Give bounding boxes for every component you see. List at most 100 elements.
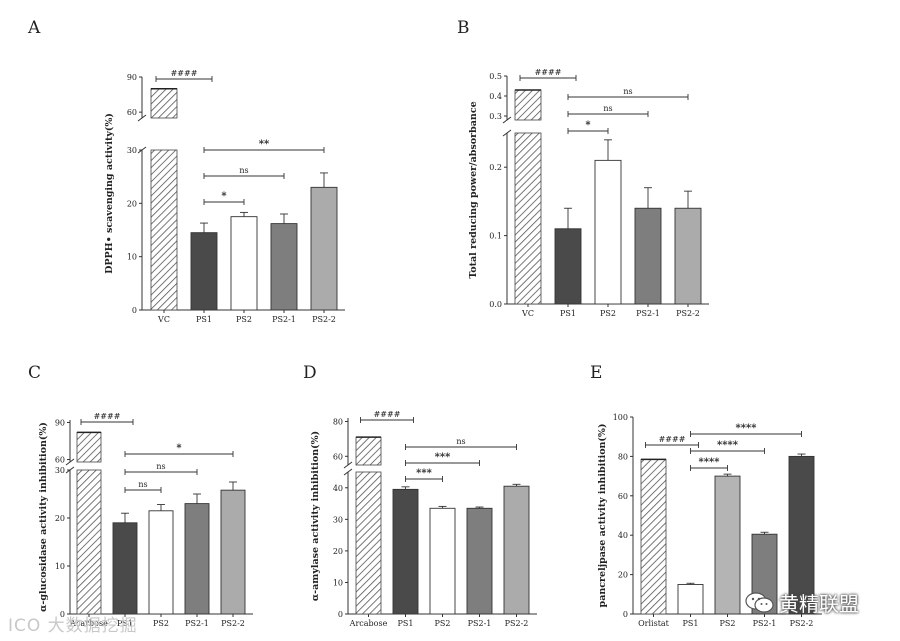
watermark-left: ICO 大数据挖掘 xyxy=(8,616,138,636)
bar-d-ps2 xyxy=(429,507,456,615)
significance-label-a: ** xyxy=(259,139,270,150)
y-tick-label-a: 30 xyxy=(127,146,137,155)
x-tick-label-c: PS2-2 xyxy=(221,619,245,628)
y-tick-label-b: 0.5 xyxy=(489,72,502,81)
axis-break-mark-a xyxy=(137,114,147,122)
y-tick-label-c: 10 xyxy=(55,562,65,571)
significance-label-d: *** xyxy=(435,452,451,463)
y-tick-label-d: 0 xyxy=(338,610,343,619)
y-tick-label-d: 80 xyxy=(333,417,343,426)
y-axis-label-d: α-amylase activity inhibition(%) xyxy=(310,431,321,601)
x-tick-label-e: PS2-1 xyxy=(753,619,777,628)
axis-break-mark-b xyxy=(502,116,512,124)
significance-label-d: *** xyxy=(416,468,432,479)
bar-c-ps2-1 xyxy=(184,503,210,615)
watermark-right-text: 黄精联盟 xyxy=(779,592,859,616)
y-tick-label-b: 0.1 xyxy=(489,232,502,241)
bar-e-ps1 xyxy=(677,584,704,615)
y-axis-label-b: Total reducing power/absorbance xyxy=(468,101,479,278)
x-tick-label-e: PS2 xyxy=(720,619,736,628)
bar-b-ps1 xyxy=(554,228,582,305)
panel-letter-a: A xyxy=(27,18,41,38)
significance-label-e: #### xyxy=(659,435,686,444)
y-tick-label-c: 0 xyxy=(60,610,65,619)
significance-label-b: ns xyxy=(603,104,612,113)
bar-d-ps1 xyxy=(392,488,419,615)
bar-b-ps2-2 xyxy=(674,207,702,305)
x-tick-label-c: PS1 xyxy=(117,619,133,628)
control-bar-lower-a xyxy=(150,149,178,311)
significance-label-a: * xyxy=(221,191,227,202)
bar-b-ps2-1 xyxy=(634,207,662,305)
y-tick-label-a: 90 xyxy=(127,73,137,82)
x-tick-label-a: PS2-2 xyxy=(312,315,336,324)
y-tick-label-e: 100 xyxy=(613,413,628,422)
control-bar-upper-a xyxy=(150,88,178,119)
x-tick-label-e: Orlistat xyxy=(638,619,670,628)
x-tick-label-c: PS2-1 xyxy=(185,619,209,628)
control-bar-upper-d xyxy=(355,436,382,466)
y-tick-label-d: 60 xyxy=(333,452,343,461)
control-bar-upper-c xyxy=(76,431,102,463)
significance-label-c: #### xyxy=(94,412,121,421)
y-tick-label-b: 0.4 xyxy=(489,92,502,101)
x-tick-label-e: PS2-2 xyxy=(790,619,814,628)
y-tick-label-e: 60 xyxy=(618,492,628,501)
y-tick-label-c: 30 xyxy=(55,466,65,475)
bar-a-ps1 xyxy=(190,232,218,311)
x-tick-label-b: PS2-1 xyxy=(636,309,660,318)
axis-break-mark-d xyxy=(343,461,353,469)
bar-c-ps2-2 xyxy=(220,489,246,615)
y-tick-label-a: 20 xyxy=(127,199,137,208)
x-tick-label-b: PS2-2 xyxy=(676,309,700,318)
significance-label-b: ns xyxy=(623,87,632,96)
x-tick-label-c: PS2 xyxy=(153,619,169,628)
bar-d-ps2-1 xyxy=(466,507,493,615)
axis-break-mark-c xyxy=(65,458,75,466)
y-axis-label-a: DPPH• scavenging activity(%) xyxy=(104,113,115,274)
significance-label-b: * xyxy=(585,120,591,131)
control-bar-lower-c xyxy=(76,469,102,615)
panel-letter-e: E xyxy=(590,363,602,383)
bar-c-ps1 xyxy=(112,522,138,615)
watermark-right: 黄精联盟 xyxy=(745,588,859,617)
significance-label-e: **** xyxy=(699,457,721,468)
control-bar-upper-b xyxy=(514,89,542,121)
y-tick-label-c: 20 xyxy=(55,514,65,523)
x-tick-label-d: PS2 xyxy=(435,619,451,628)
x-tick-label-a: PS1 xyxy=(196,315,212,324)
x-tick-label-a: PS2-1 xyxy=(272,315,296,324)
bar-e-ps2-2 xyxy=(788,455,815,615)
panel-letter-d: D xyxy=(303,363,317,383)
x-tick-label-d: PS2-1 xyxy=(468,619,492,628)
y-tick-label-d: 30 xyxy=(333,515,343,524)
bar-c-ps2 xyxy=(148,510,174,615)
y-tick-label-e: 80 xyxy=(618,452,628,461)
significance-label-a: #### xyxy=(171,69,198,78)
y-tick-label-a: 60 xyxy=(127,108,137,117)
y-tick-label-c: 90 xyxy=(55,418,65,427)
significance-label-c: * xyxy=(176,443,182,454)
y-tick-label-a: 10 xyxy=(127,253,137,262)
control-bar-lower-b xyxy=(514,132,542,305)
x-tick-label-e: PS1 xyxy=(683,619,699,628)
y-tick-label-a: 0 xyxy=(132,306,137,315)
bar-a-ps2-2 xyxy=(310,186,338,311)
bar-d-ps2-2 xyxy=(503,485,530,615)
x-tick-label-d: Arcabose xyxy=(349,619,388,628)
y-tick-label-b: 0.2 xyxy=(489,163,502,172)
panel-letter-b: B xyxy=(457,18,470,38)
y-tick-label-e: 20 xyxy=(618,571,628,580)
x-tick-label-a: VC xyxy=(157,315,170,324)
y-tick-label-c: 60 xyxy=(55,456,65,465)
y-tick-label-b: 0.3 xyxy=(489,112,502,121)
x-tick-label-a: PS2 xyxy=(236,315,252,324)
y-axis-label-c: α-glucosidase activity inhibition(%) xyxy=(38,422,49,612)
significance-label-a: ns xyxy=(239,166,248,175)
significance-label-d: #### xyxy=(374,410,401,419)
significance-label-e: **** xyxy=(717,440,739,451)
significance-label-e: **** xyxy=(736,423,758,434)
bar-b-ps2 xyxy=(594,159,622,305)
